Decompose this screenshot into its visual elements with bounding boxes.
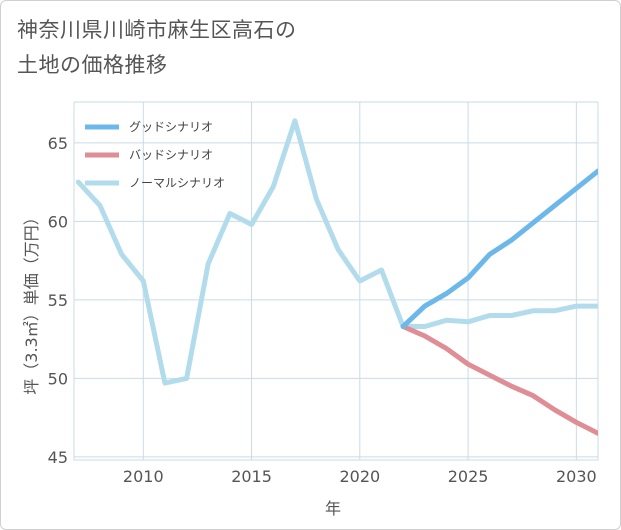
x-tick-label: 2025 [448, 467, 489, 486]
x-axis-label: 年 [325, 499, 341, 518]
legend-label: グッドシナリオ [129, 120, 213, 134]
chart-title-line1: 神奈川県川崎市麻生区高石の [17, 18, 297, 42]
legend-label: ノーマルシナリオ [129, 176, 225, 190]
chart-title-line2: 土地の価格推移 [17, 53, 168, 77]
series-line-2 [75, 118, 598, 386]
y-tick-label: 50 [48, 369, 68, 388]
x-axis-ticks: 2010 2015 2020 2025 2030 [123, 467, 597, 486]
y-axis-label: 坪（3.3㎡）単価（万円） [22, 209, 41, 394]
plot-frame [73, 101, 599, 461]
x-tick-label: 2010 [123, 467, 164, 486]
chart-title: 神奈川県川崎市麻生区高石の 土地の価格推移 [17, 13, 297, 83]
x-tick-label: 2015 [231, 467, 272, 486]
y-tick-label: 60 [48, 212, 68, 231]
y-axis-ticks: 45 50 55 60 65 [48, 134, 68, 467]
x-tick-label: 2020 [339, 467, 380, 486]
y-tick-label: 45 [48, 448, 68, 467]
legend-label: バッドシナリオ [129, 148, 213, 162]
series-line-1 [400, 324, 598, 436]
y-tick-label: 55 [48, 291, 68, 310]
series-lines [75, 118, 598, 436]
x-tick-label: 2030 [556, 467, 597, 486]
y-tick-label: 65 [48, 134, 68, 153]
series-line-0 [400, 168, 598, 329]
